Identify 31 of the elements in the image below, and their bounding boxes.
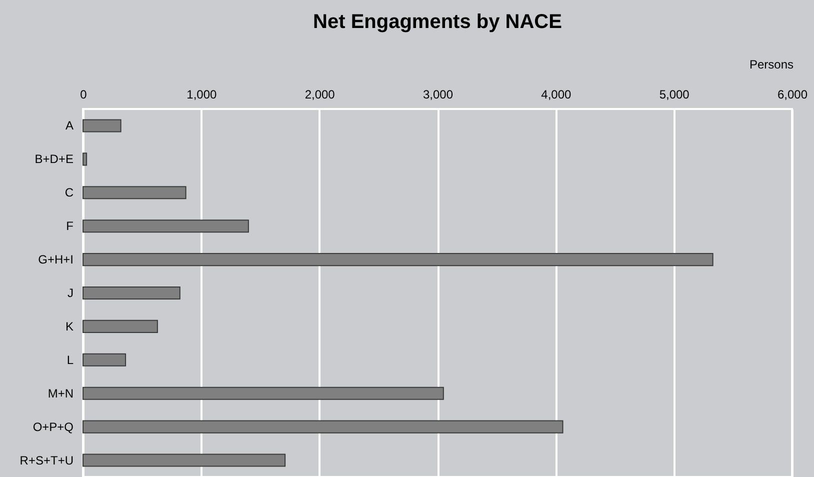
x-tick-label: 4,000 [541, 88, 572, 102]
bar [82, 320, 158, 333]
x-tick-label: 3,000 [422, 88, 454, 102]
x-tick-label: 0 [80, 88, 88, 102]
bar [82, 386, 444, 400]
bar [82, 286, 180, 300]
bar [82, 353, 126, 366]
y-tick-label: F [66, 219, 74, 234]
x-tick-label: 2,000 [304, 88, 336, 102]
y-tick-label: B+D+E [34, 152, 74, 166]
y-tick-label: A [65, 118, 74, 133]
chart-title: Net Engagments by NACE [313, 11, 562, 33]
bar [82, 253, 714, 266]
bar [82, 152, 88, 166]
bar [82, 454, 286, 467]
y-tick-label: J [68, 286, 74, 300]
y-tick-label: R+S+T+U [20, 453, 74, 468]
bar [82, 420, 564, 434]
bar [82, 119, 122, 132]
y-tick-label: K [65, 319, 74, 334]
bar [82, 186, 186, 200]
x-tick-label: 6,000 [777, 88, 808, 102]
x-tick-label: 1,000 [186, 88, 218, 102]
y-tick-label: M+N [48, 386, 74, 400]
x-tick-label: 5,000 [659, 88, 690, 102]
y-tick-label: L [66, 352, 74, 367]
y-tick-label: C [64, 186, 74, 200]
bar [82, 220, 249, 233]
x-axis-title: Persons [749, 58, 794, 72]
y-tick-label: O+P+Q [32, 420, 74, 434]
y-tick-label: G+H+I [38, 252, 74, 267]
